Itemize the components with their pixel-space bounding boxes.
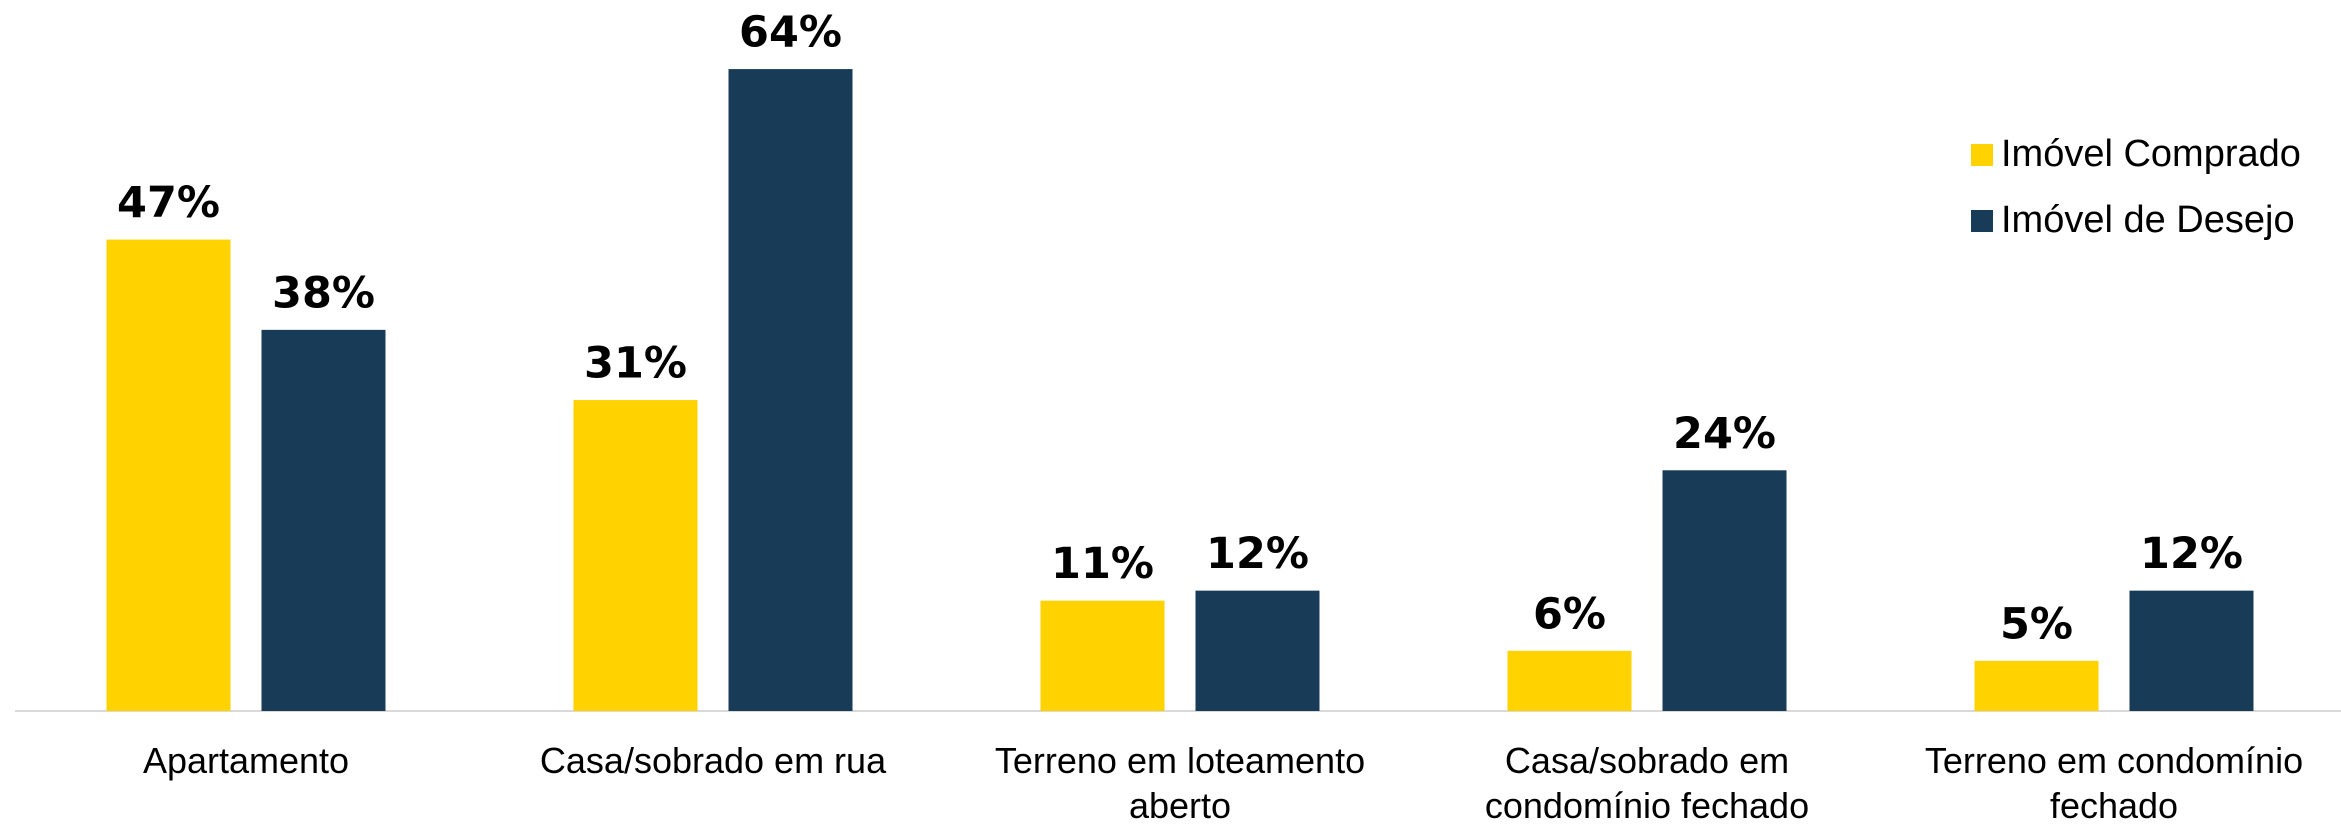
legend-swatch [1971, 210, 1993, 232]
data-label: 12% [1206, 529, 1309, 579]
data-label: 11% [1051, 539, 1154, 589]
bar [1195, 590, 1320, 711]
bar [106, 239, 231, 711]
bar [2129, 590, 2254, 711]
legend-label: Imóvel Comprado [2001, 133, 2301, 175]
bar [573, 400, 698, 711]
legend-label: Imóvel de Desejo [2001, 199, 2295, 241]
bar [261, 329, 386, 711]
data-label: 12% [2140, 529, 2243, 579]
legend-swatch [1971, 144, 1993, 166]
bar [1974, 660, 2099, 711]
bar [1040, 600, 1165, 711]
data-label: 47% [117, 178, 220, 228]
x-tick-label: Casa/sobrado em rua [539, 740, 887, 781]
bar [1662, 470, 1787, 711]
bar [1507, 650, 1632, 711]
x-tick-label: Terreno em loteamento aberto [994, 740, 1366, 826]
x-tick-label: Apartamento [142, 740, 350, 781]
data-label: 38% [272, 268, 375, 318]
data-label: 64% [739, 8, 842, 58]
data-label: 5% [2000, 599, 2073, 649]
x-tick-label: Casa/sobrado em condomínio fechado [1484, 740, 1810, 826]
data-label: 6% [1533, 589, 1606, 639]
x-tick-label: Terreno em condomínio fechado [1924, 740, 2304, 826]
data-label: 24% [1673, 409, 1776, 459]
bar [728, 69, 853, 711]
data-label: 31% [584, 339, 687, 389]
